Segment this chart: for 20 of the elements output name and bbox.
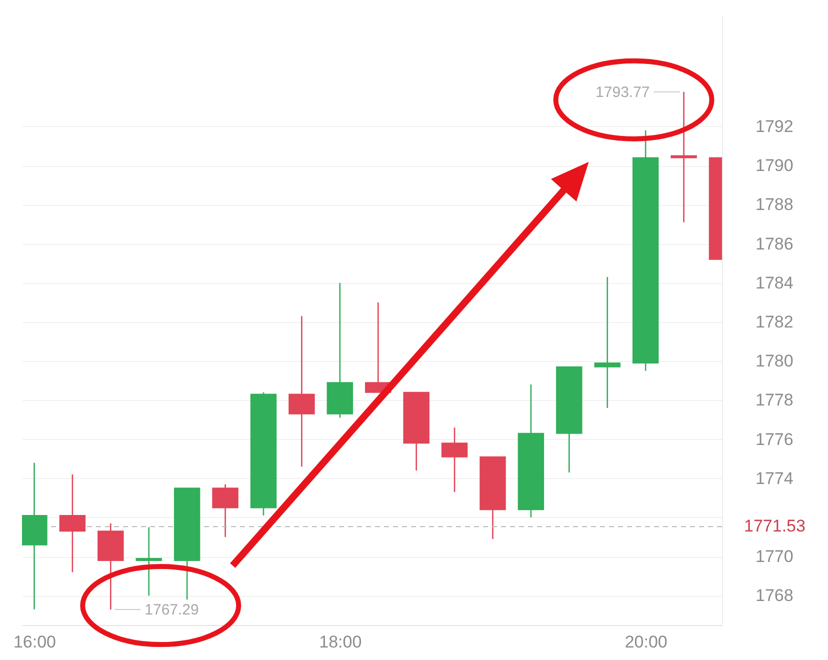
candlestick [594,276,620,409]
x-tick-label: 20:00 [624,632,668,652]
y-tick-label: 1792 [756,116,794,136]
y-tick-label: 1784 [756,273,794,292]
annotation: 1793.77 [596,84,650,101]
y-tick-label: 1774 [756,468,794,488]
y-tick-label: 1780 [756,352,794,371]
y-tick-label: 1768 [756,586,794,606]
annotation: 1767.29 [144,602,199,619]
candlestick [136,526,162,596]
y-tick-label: 1790 [756,156,794,176]
ref-line-label: 1771.53 [744,516,806,536]
x-tick-label: 18:00 [319,632,362,652]
y-tick-label: 1788 [756,195,794,214]
y-tick-label: 1786 [756,234,794,254]
y-tick-label: 1778 [756,390,794,410]
y-tick-label: 1782 [756,312,794,332]
x-tick-label: 16:00 [13,632,56,652]
y-tick-label: 1776 [756,430,794,449]
y-tick-label: 1770 [756,547,794,566]
